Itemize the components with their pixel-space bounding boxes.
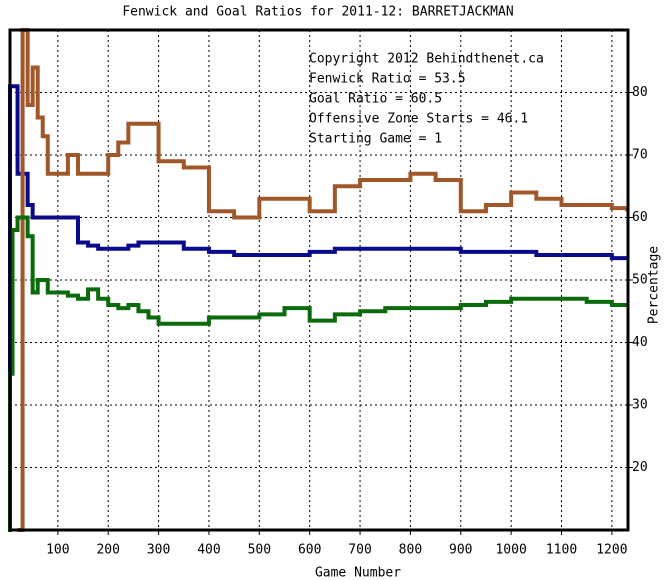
- x-tick-label: 300: [147, 543, 170, 558]
- x-tick-label: 500: [248, 543, 271, 558]
- x-tick-label: 700: [348, 543, 371, 558]
- x-tick-label: 200: [96, 543, 119, 558]
- data-line: [17, 28, 629, 532]
- x-tick-label: 900: [449, 543, 472, 558]
- x-tick-label: 800: [399, 543, 422, 558]
- x-tick-label: 100: [46, 543, 69, 558]
- x-tick-label: 1100: [546, 543, 577, 558]
- plot-frame: [8, 28, 630, 532]
- y-tick-label: 30: [632, 398, 648, 413]
- y-tick-label: 80: [632, 85, 648, 100]
- x-axis-label: Game Number: [315, 566, 401, 580]
- data-line: [7, 215, 629, 532]
- chart-title: Fenwick and Goal Ratios for 2011-12: BAR…: [122, 5, 513, 20]
- x-tick-label: 400: [197, 543, 220, 558]
- y-tick-label: 60: [632, 210, 648, 225]
- legend-label: Fenwick Ratio = 53.5: [309, 72, 466, 87]
- x-tick-label: 1000: [495, 543, 526, 558]
- legend-label: Goal Ratio = 60.5: [309, 92, 442, 107]
- y-axis-label: Percentage: [647, 246, 662, 324]
- x-tick-label: 600: [298, 543, 321, 558]
- y-tick-label: 50: [632, 273, 648, 288]
- x-tick-label: 1200: [596, 543, 627, 558]
- annotation: Copyright 2012 Behindthenet.ca: [309, 52, 544, 67]
- annotation: Starting Game = 1: [309, 132, 442, 147]
- y-tick-label: 70: [632, 148, 648, 163]
- data-line: [7, 84, 627, 376]
- y-tick-label: 20: [632, 460, 648, 475]
- y-tick-label: 40: [632, 335, 648, 350]
- legend-label: Offensive Zone Starts = 46.1: [309, 112, 528, 127]
